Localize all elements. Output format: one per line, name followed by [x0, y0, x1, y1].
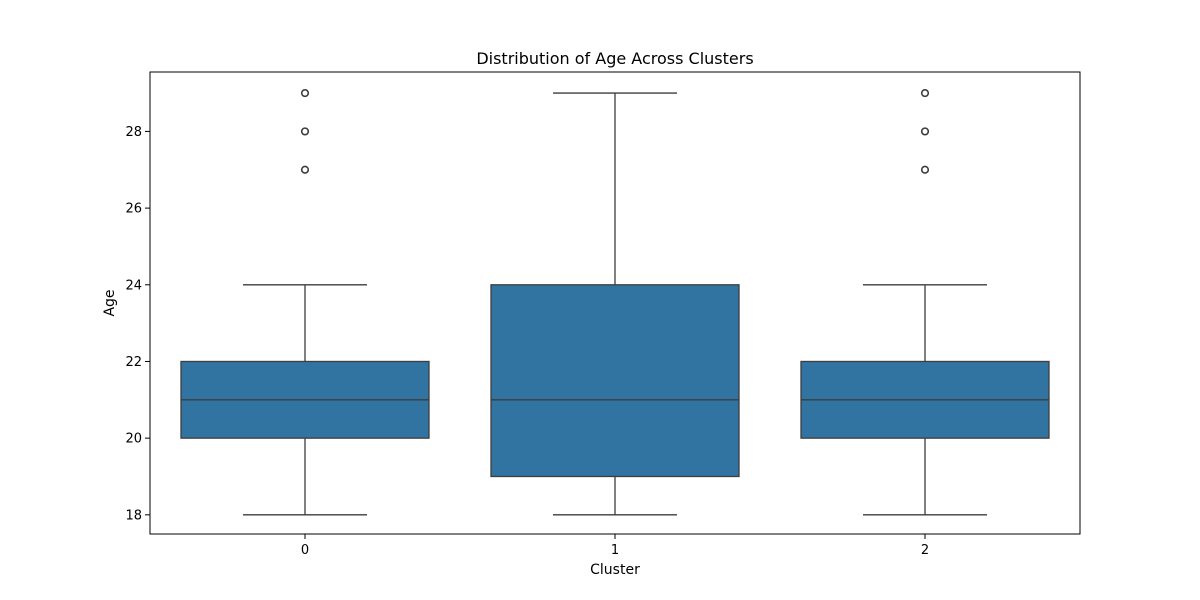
plot-frame [149, 71, 1081, 535]
outlier-point [300, 165, 310, 174]
outlier-point [920, 127, 930, 136]
plot-area: 18 20 22 24 26 28 0 1 2 [125, 88, 1050, 558]
outlier-point [920, 165, 930, 174]
y-tick-label: 18 [125, 508, 142, 523]
outlier-point [300, 88, 310, 98]
x-tick-label: 1 [611, 543, 619, 558]
y-tick-label: 28 [125, 125, 142, 140]
y-tick-label: 22 [125, 355, 142, 370]
x-tick-label: 2 [921, 543, 929, 558]
x-axis-label: Cluster [590, 562, 640, 578]
iqr-box [490, 284, 740, 478]
outlier-point [300, 127, 310, 136]
chart-title: Distribution of Age Across Clusters [476, 49, 753, 68]
outlier-point [920, 88, 930, 98]
y-axis-label: Age [102, 289, 118, 316]
x-tick-label: 0 [301, 543, 309, 558]
y-tick-label: 20 [125, 432, 142, 447]
y-tick-label: 24 [125, 278, 142, 293]
y-tick-label: 26 [125, 202, 142, 217]
